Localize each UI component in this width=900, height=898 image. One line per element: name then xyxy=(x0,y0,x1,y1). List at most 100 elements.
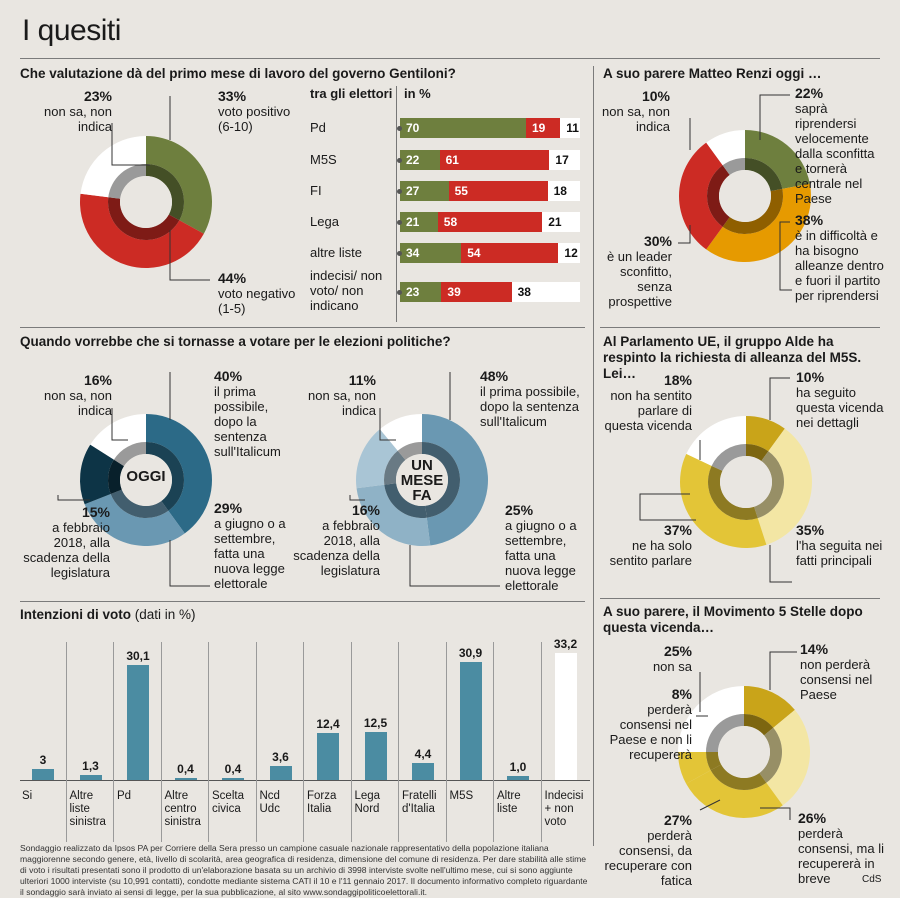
bar-category-label: Forza Italia xyxy=(307,790,337,815)
mese-slice-1 xyxy=(356,484,431,546)
table-segment: 22 xyxy=(400,150,440,170)
bar-chart-divider xyxy=(350,642,352,842)
bar-chart-subtitle: (dati in %) xyxy=(134,607,196,622)
oggi-slice-3 xyxy=(90,414,146,460)
gov-label-neg: 44% voto negativo (1-5) xyxy=(218,270,296,316)
bar-value-label: 3 xyxy=(39,752,47,767)
m5s-label-nd: 25% non sa xyxy=(652,643,692,674)
alde-slice-inner-2 xyxy=(708,465,758,520)
table-header-right: in % xyxy=(404,86,431,101)
table-segment: 12 xyxy=(558,243,580,263)
table-row-marker xyxy=(397,189,402,194)
bar-chart-divider xyxy=(540,642,542,842)
renzi-hole xyxy=(719,170,771,222)
vote-intention-bar-chart: 3 Si 1,3 Altre liste sinistra 30,1 Pd 0,4 Altre… xyxy=(20,630,590,842)
gov-slice-2 xyxy=(80,136,146,198)
bar-chart-divider xyxy=(113,642,114,842)
mese-slice-inner-1 xyxy=(384,483,427,518)
gov-label-nd: 23% non sa, non indica xyxy=(44,88,112,134)
table-segment: 18 xyxy=(547,181,580,201)
bar-10 xyxy=(507,776,529,780)
m5s-slice-inner-4 xyxy=(706,714,744,752)
alde-label-notheard: 18% non ha sentito parlare di questa vice… xyxy=(604,372,692,433)
alde-donut-chart xyxy=(680,416,812,548)
renzi-label-nd: 10% non sa, non indica xyxy=(602,88,670,134)
mese-slice-3 xyxy=(379,414,422,451)
alde-hole xyxy=(720,456,772,508)
bar-category-label: Ncd Udc xyxy=(259,790,280,815)
gov-hole xyxy=(120,176,172,228)
table-row-marker xyxy=(397,251,402,256)
table-segment: 55 xyxy=(448,181,548,201)
bar-9 xyxy=(459,661,482,780)
m5s-slice-inner-1 xyxy=(759,727,782,783)
bar-chart-divider xyxy=(493,642,494,842)
oggi-slice-0 xyxy=(146,414,212,534)
gov-party-table: tra gli elettori in % Pd 70 19 11 M5S 22 61 17 F… xyxy=(310,86,590,326)
table-segment: 17 xyxy=(549,150,580,170)
mese-hole xyxy=(396,454,448,506)
renzi-label-defeated: 30% è un leader sconfitto, senza prospett… xyxy=(606,233,672,309)
bar-value-label: 12,5 xyxy=(363,716,388,731)
oggi-label-feb: 15% a febbraio 2018, alla scadenza della … xyxy=(23,504,110,580)
table-segment: 38 xyxy=(511,282,580,302)
bar-3 xyxy=(174,778,197,780)
renzi-label-recover: 22% saprà riprendersi velocemente dalla s… xyxy=(795,85,875,206)
bar-chart-divider xyxy=(255,642,257,842)
m5s-label-recoverslow: 27% perderà consensi, da recuperare con f… xyxy=(604,812,692,888)
bar-value-label: 1,3 xyxy=(82,759,99,774)
mese-label-feb: 16% a febbraio 2018, alla scadenza della … xyxy=(293,502,380,578)
renzi-leader-lines xyxy=(678,94,792,291)
bar-category-label: M5S xyxy=(449,790,474,802)
vote-today-center: OGGI xyxy=(126,468,166,485)
bar-value-label: 33,2 xyxy=(553,637,578,652)
table-segment: 39 xyxy=(441,282,512,302)
bar-11 xyxy=(554,653,577,780)
bar-0 xyxy=(32,768,54,780)
credit: CdS xyxy=(862,874,882,885)
bar-value-label: 1,0 xyxy=(509,760,527,775)
table-row-marker xyxy=(397,220,402,225)
m5s-hole xyxy=(718,726,770,778)
bar-value-label: 30,1 xyxy=(126,648,150,663)
renzi-slice-inner-1 xyxy=(722,188,783,234)
m5s-slice-0 xyxy=(744,686,795,728)
alde-label-heard: 37% ne ha solo sentito parlare xyxy=(609,522,692,568)
gov-donut-chart xyxy=(79,136,213,268)
table-segment: 54 xyxy=(461,243,559,263)
m5s-donut-chart xyxy=(678,686,810,818)
bar-chart-divider xyxy=(303,642,304,842)
m5s-label-recoverfast: 26% perderà consensi, ma li recupererà in… xyxy=(798,810,884,886)
bar-value-label: 12,4 xyxy=(316,716,340,731)
gov-leader-lines xyxy=(111,96,210,281)
oggi-slice-1 xyxy=(84,493,185,546)
m5s-label-norecover: 8% perderà consensi nel Paese e non li re… xyxy=(609,686,692,762)
rule-left-2 xyxy=(20,601,585,602)
table-segment: 27 xyxy=(400,181,449,201)
bar-chart-divider xyxy=(208,642,209,842)
bar-category-label: Lega Nord xyxy=(354,790,381,815)
top-rule xyxy=(20,58,880,59)
oggi-slice-inner-3 xyxy=(113,442,146,467)
table-row-label: indecisi/ non voto/ non indicano xyxy=(310,268,383,313)
mese-slice-2 xyxy=(356,429,398,489)
oggi-slice-inner-2 xyxy=(108,459,125,494)
bar-4 xyxy=(222,778,244,780)
m5s-slice-4 xyxy=(678,686,744,752)
table-header-left: tra gli elettori xyxy=(310,86,393,101)
renzi-slice-inner-2 xyxy=(707,165,730,227)
bar-category-label: Altre liste xyxy=(497,790,521,815)
renzi-slice-1 xyxy=(706,183,811,262)
table-segment: 19 xyxy=(526,118,561,138)
renzi-donut-chart xyxy=(679,130,811,262)
alde-slice-0 xyxy=(746,416,785,452)
table-row-marker xyxy=(397,158,402,163)
alde-slice-inner-3 xyxy=(711,444,746,471)
table-segment: 61 xyxy=(439,150,550,170)
oggi-hole xyxy=(120,454,172,506)
m5s-slice-2 xyxy=(686,770,783,818)
alde-slice-2 xyxy=(680,453,767,548)
renzi-slice-3 xyxy=(706,130,745,166)
alde-question: Al Parlamento UE, il gruppo Alde ha resp… xyxy=(603,334,862,381)
